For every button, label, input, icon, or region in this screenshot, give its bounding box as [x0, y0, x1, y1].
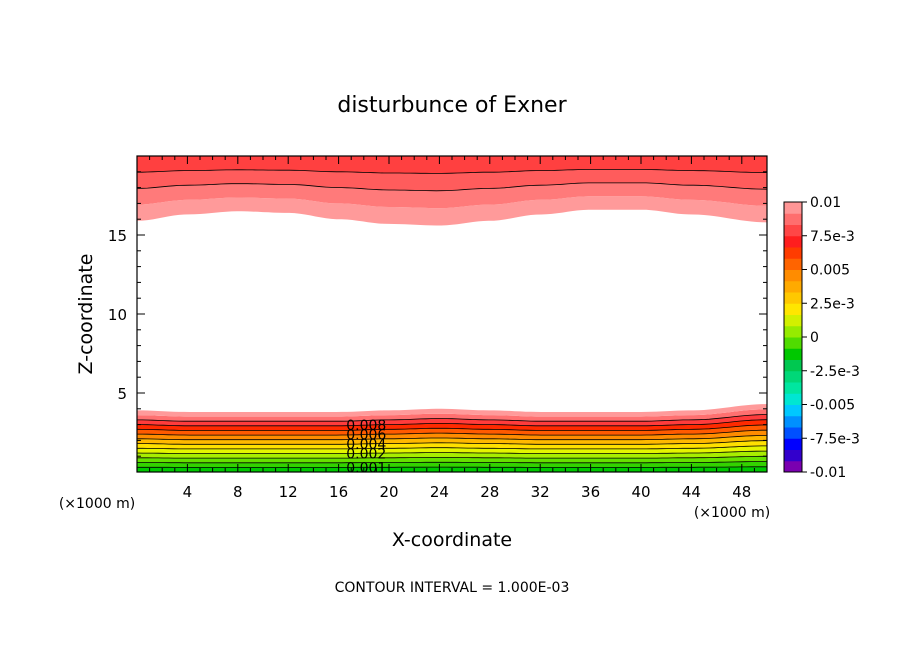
bottom-band-12	[137, 404, 767, 417]
colorbar-label: 0.005	[810, 263, 850, 279]
colorbar-swatch	[784, 382, 802, 394]
bottom-band-9	[137, 419, 767, 431]
colorbar-swatch	[784, 258, 802, 270]
x-tick-label: 8	[233, 483, 243, 501]
colorbar-swatch	[784, 213, 802, 225]
x-tick-label: 48	[732, 483, 751, 501]
colorbar: 0.01 7.5e-3 0.005 2.5e-3 0 -2.5e-3 -0.005 -7.5e…	[783, 195, 860, 481]
x-tick-label: 12	[279, 483, 298, 501]
colorbar-swatch	[784, 449, 802, 462]
contour-label: 0.008	[346, 418, 386, 434]
x-tick-label: 4	[183, 483, 193, 501]
colorbar-swatch	[784, 303, 802, 315]
bottom-contour-3	[137, 455, 767, 459]
y-axis-label: Z-coordinate	[75, 254, 97, 375]
colorbar-label: 0.01	[810, 195, 841, 211]
top-band-2	[137, 169, 767, 191]
bottom-contour-2	[137, 461, 768, 464]
colorbar-swatch	[784, 202, 802, 214]
colorbar-swatch	[784, 325, 802, 338]
colorbar-swatch	[784, 280, 802, 293]
x-tick-label: 32	[531, 483, 550, 501]
colorbar-swatch	[784, 269, 802, 282]
colorbar-swatch	[784, 348, 802, 360]
bottom-contour-9	[136, 424, 767, 431]
colorbar-swatch	[784, 438, 802, 450]
colorbar-swatch	[784, 292, 802, 304]
bottom-band-5	[137, 440, 767, 449]
x-tick-label: 40	[631, 483, 650, 501]
bottom-contour-1	[137, 466, 767, 468]
colorbar-swatch	[784, 415, 802, 428]
bottom-contour-5	[137, 445, 767, 450]
x-axis-label: X-coordinate	[392, 529, 512, 551]
bottom-contour-11	[137, 414, 768, 422]
colorbar-label: 2.5e-3	[810, 296, 855, 312]
colorbar-swatch	[784, 247, 802, 259]
colorbar-swatch	[784, 370, 802, 383]
x-tick-label: 44	[682, 483, 701, 501]
contour-label: 0.001	[346, 460, 386, 476]
colorbar-swatch	[784, 393, 802, 405]
y-tick-label: 15	[108, 227, 127, 245]
bottom-band-8	[137, 425, 767, 436]
colorbar-label: -2.5e-3	[810, 364, 860, 380]
contour-label: 0.002	[346, 446, 386, 462]
x-tick-label: 28	[480, 483, 499, 501]
colorbar-swatch	[784, 224, 802, 237]
colorbar-swatch	[784, 337, 802, 349]
bottom-band-3	[137, 451, 767, 459]
colorbar-label: -7.5e-3	[810, 431, 860, 447]
chart-title: disturbunce of Exner	[337, 93, 567, 118]
x-tick-label: 16	[329, 483, 348, 501]
x-tick-label: 36	[581, 483, 600, 501]
bottom-contour-7	[137, 435, 768, 441]
x-unit-left: (×1000 m)	[59, 496, 135, 512]
bottom-band-7	[137, 430, 767, 440]
colorbar-label: -0.01	[810, 465, 846, 481]
contour-label: 0.006	[346, 428, 386, 444]
top-band-0	[137, 196, 767, 226]
x-tick-label: 20	[379, 483, 398, 501]
colorbar-swatch	[784, 460, 802, 473]
colorbar-swatch	[784, 404, 802, 417]
bottom-band-11	[137, 409, 767, 422]
contour-label: 0.004	[346, 437, 386, 453]
top-contour-3	[137, 169, 767, 174]
top-band-1	[137, 182, 767, 209]
bottom-contour-8	[137, 429, 767, 436]
colorbar-label: 0	[810, 330, 819, 346]
colorbar-swatch	[784, 235, 802, 248]
contour-interval-note: CONTOUR INTERVAL = 1.000E-03	[335, 580, 570, 596]
bottom-band-6	[137, 435, 767, 445]
x-tick-label: 24	[430, 483, 449, 501]
top-contour-2	[136, 182, 768, 192]
bottom-band-4	[137, 445, 767, 454]
x-unit-right: (×1000 m)	[694, 505, 770, 521]
colorbar-label: 7.5e-3	[810, 229, 855, 245]
bottom-contour-6	[137, 440, 768, 445]
y-tick-label: 5	[117, 385, 127, 403]
bottom-contour-10	[137, 419, 768, 427]
colorbar-swatch	[784, 427, 802, 439]
bottom-band-2	[137, 456, 767, 463]
colorbar-swatch	[784, 314, 802, 327]
colorbar-swatch	[784, 359, 802, 372]
bottom-band-10	[137, 414, 767, 426]
colorbar-label: -0.005	[810, 398, 855, 414]
bottom-contour-4	[136, 450, 767, 454]
y-tick-label: 10	[108, 306, 127, 324]
